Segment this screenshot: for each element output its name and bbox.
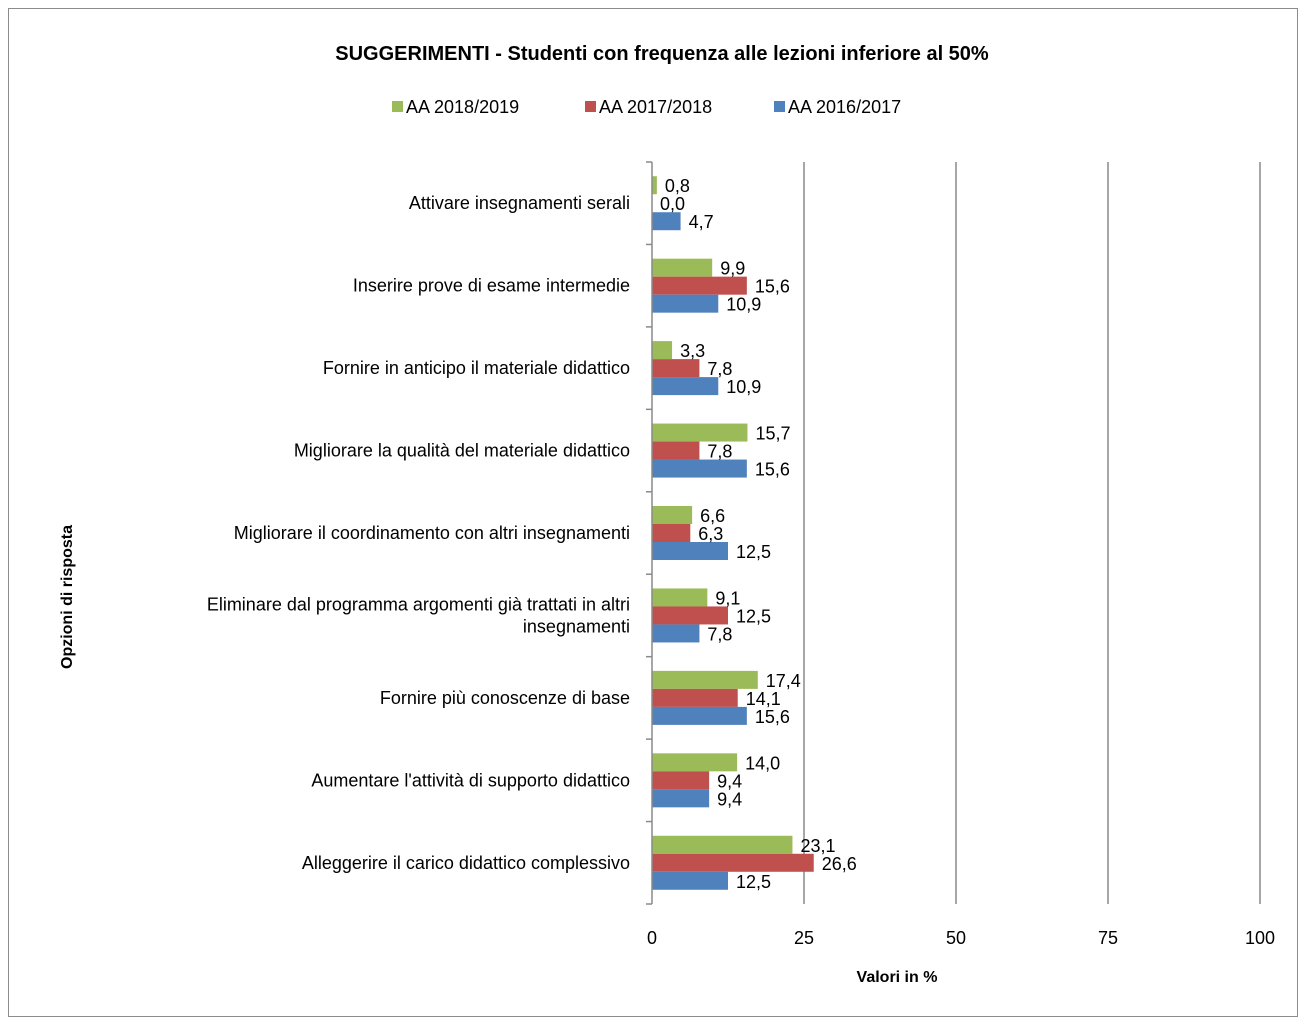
bar-3-2 [652, 459, 747, 478]
bars [652, 176, 814, 890]
data-label-6-1: 14,1 [746, 689, 781, 709]
legend-label-1: AA 2017/2018 [599, 97, 712, 117]
data-label-7-1: 9,4 [717, 771, 742, 791]
legend-label-2: AA 2016/2017 [788, 97, 901, 117]
legend-swatch-2 [774, 101, 785, 112]
legend: AA 2018/2019 AA 2017/2018 AA 2016/2017 [392, 97, 901, 117]
bar-5-2 [652, 624, 700, 643]
category-label-1-0: Inserire prove di esame intermedie [353, 276, 630, 296]
data-label-1-1: 15,6 [755, 277, 790, 297]
x-tick-label-2: 50 [946, 928, 966, 948]
data-labels: 0,80,04,79,915,610,93,37,810,915,77,815,… [660, 176, 857, 892]
data-label-1-2: 10,9 [726, 295, 761, 315]
bar-2-2 [652, 377, 719, 396]
y-axis-title: Opzioni di risposta [59, 525, 76, 669]
bar-5-1 [652, 606, 728, 625]
data-label-6-0: 17,4 [766, 671, 801, 691]
bar-7-2 [652, 789, 710, 808]
data-label-5-2: 7,8 [707, 624, 732, 644]
data-label-4-0: 6,6 [700, 506, 725, 526]
data-label-8-2: 12,5 [736, 872, 771, 892]
data-label-4-1: 6,3 [698, 524, 723, 544]
bar-6-2 [652, 706, 747, 725]
data-label-4-2: 12,5 [736, 542, 771, 562]
data-label-1-0: 9,9 [720, 259, 745, 279]
legend-label-0: AA 2018/2019 [406, 97, 519, 117]
data-label-7-0: 14,0 [745, 753, 780, 773]
category-label-5-1: insegnamenti [523, 616, 630, 636]
bar-2-0 [652, 341, 673, 360]
bar-8-2 [652, 871, 728, 890]
data-label-8-0: 23,1 [800, 836, 835, 856]
data-label-8-1: 26,6 [822, 854, 857, 874]
axes [646, 161, 653, 905]
bar-7-0 [652, 753, 738, 772]
bar-4-2 [652, 542, 728, 560]
data-label-0-0: 0,8 [665, 176, 690, 196]
data-label-0-1: 0,0 [660, 194, 685, 214]
data-label-3-0: 15,7 [755, 424, 790, 444]
bar-0-2 [652, 212, 681, 231]
bar-0-0 [652, 176, 657, 195]
x-tick-label-4: 100 [1245, 928, 1275, 948]
data-label-5-1: 12,5 [736, 606, 771, 626]
data-label-2-1: 7,8 [707, 359, 732, 379]
data-label-5-0: 9,1 [715, 588, 740, 608]
data-label-6-2: 15,6 [755, 707, 790, 727]
category-label-7-0: Aumentare l'attività di supporto didatti… [311, 770, 630, 790]
data-label-3-1: 7,8 [707, 442, 732, 462]
bar-3-0 [652, 423, 748, 442]
tick-labels: 0 25 50 75 100 [647, 928, 1275, 948]
bar-3-1 [652, 441, 700, 460]
bar-4-0 [652, 506, 693, 524]
bar-1-0 [652, 258, 713, 277]
data-label-2-2: 10,9 [726, 377, 761, 397]
bar-8-1 [652, 853, 814, 872]
x-tick-label-3: 75 [1098, 928, 1118, 948]
category-label-5-0: Eliminare dal programma argomenti già tr… [207, 594, 630, 614]
x-tick-label-1: 25 [794, 928, 814, 948]
x-axis-title: Valori in % [857, 969, 938, 986]
chart-title: SUGGERIMENTI - Studenti con frequenza al… [335, 43, 989, 65]
category-label-4-0: Migliorare il coordinamento con altri in… [234, 523, 630, 543]
category-label-6-0: Fornire più conoscenze di base [380, 688, 630, 708]
chart-frame: SUGGERIMENTI - Studenti con frequenza al… [8, 8, 1298, 1017]
bar-6-1 [652, 688, 738, 707]
data-label-2-0: 3,3 [680, 341, 705, 361]
data-label-3-2: 15,6 [755, 460, 790, 480]
data-label-0-2: 4,7 [689, 212, 714, 232]
x-tick-label-0: 0 [647, 928, 657, 948]
category-label-2-0: Fornire in anticipo il materiale didatti… [323, 358, 630, 378]
bar-4-1 [652, 524, 691, 542]
category-label-8-0: Alleggerire il carico didattico compless… [302, 853, 630, 873]
bar-1-2 [652, 294, 719, 313]
bar-1-1 [652, 276, 747, 295]
chart-svg: SUGGERIMENTI - Studenti con frequenza al… [59, 43, 1275, 986]
gridlines [803, 162, 1261, 904]
data-label-7-2: 9,4 [717, 789, 742, 809]
bar-6-0 [652, 670, 758, 689]
legend-swatch-1 [585, 101, 596, 112]
bar-2-1 [652, 359, 700, 378]
category-labels: Attivare insegnamenti serali Inserire pro… [207, 193, 630, 873]
bar-5-0 [652, 588, 708, 607]
bar-8-0 [652, 835, 793, 854]
category-label-0-0: Attivare insegnamenti serali [409, 193, 630, 213]
category-label-3-0: Migliorare la qualità del materiale dida… [294, 441, 630, 461]
legend-swatch-0 [392, 101, 403, 112]
bar-7-1 [652, 771, 710, 790]
